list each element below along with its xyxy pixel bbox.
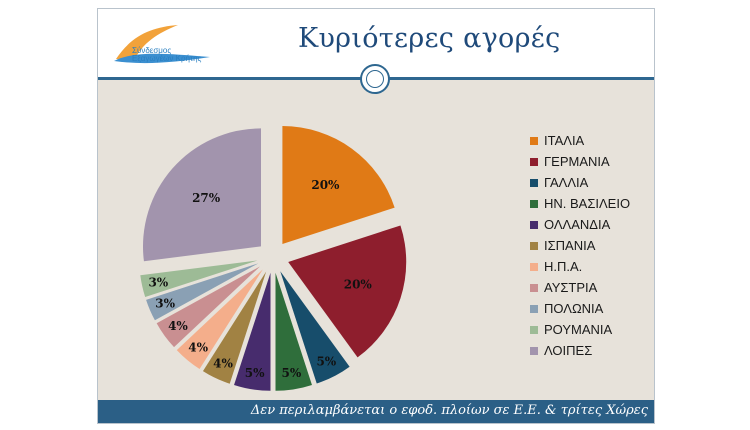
pie-slice-10 <box>142 128 261 262</box>
slice-data-label-10: 27% <box>192 191 221 205</box>
footer-bar: Δεν περιλαμβάνεται ο εφοδ. πλοίων σε Ε.Ε… <box>98 400 654 423</box>
pie-slice-8 <box>146 263 259 321</box>
legend-swatch <box>530 179 538 187</box>
pie-slice-4 <box>234 272 271 391</box>
legend-swatch <box>530 158 538 166</box>
pie-slice-6 <box>176 269 263 369</box>
legend-swatch <box>530 137 538 145</box>
pie-chart: 20%20%5%5%5%4%4%4%3%3%27% <box>140 126 407 391</box>
logo: Σύνδεσμος Εξαγωγέων Κρήτης <box>112 21 212 67</box>
legend-label: ΡΟΥΜΑΝΙΑ <box>544 322 613 337</box>
pie-slice-7 <box>156 266 261 348</box>
slice-data-label-7: 4% <box>168 319 188 333</box>
pie-slice-1 <box>288 225 407 358</box>
pie-slice-2 <box>280 271 350 384</box>
logo-wave-icon <box>114 25 210 64</box>
legend-swatch <box>530 200 538 208</box>
legend-label: ΗΝ. ΒΑΣΙΛΕΙΟ <box>544 196 631 211</box>
slice-data-label-1: 20% <box>344 278 373 292</box>
slice-data-label-8: 3% <box>155 297 175 311</box>
pie-slice-0 <box>282 126 395 245</box>
slide: Σύνδεσμος Εξαγωγέων Κρήτης Κυριότερες αγ… <box>97 8 655 424</box>
legend-swatch <box>530 284 538 292</box>
logo-text: Σύνδεσμος Εξαγωγέων Κρήτης <box>132 46 202 63</box>
legend-swatch <box>530 242 538 250</box>
slice-data-label-0: 20% <box>311 178 340 192</box>
slice-data-label-6: 4% <box>188 341 208 355</box>
slice-data-label-5: 4% <box>213 356 233 370</box>
legend-label: ΙΤΑΛΙΑ <box>544 133 585 148</box>
legend-swatch <box>530 347 538 355</box>
slice-data-label-4: 5% <box>245 366 265 380</box>
legend-swatch <box>530 263 538 271</box>
slice-data-label-2: 5% <box>316 355 336 369</box>
legend-swatch <box>530 221 538 229</box>
legend-label: ΠΟΛΩΝΙΑ <box>544 301 604 316</box>
legend-label: ΓΑΛΛΙΑ <box>544 175 589 190</box>
legend-label: ΙΣΠΑΝΙΑ <box>544 238 596 253</box>
legend-label: ΛΟΙΠΕΣ <box>544 343 593 358</box>
legend-swatch <box>530 326 538 334</box>
pie-slice-3 <box>275 272 312 391</box>
legend-swatch <box>530 305 538 313</box>
legend-label: Η.Π.Α. <box>544 259 583 274</box>
slice-data-label-3: 5% <box>281 366 301 380</box>
pie-slice-5 <box>202 271 267 384</box>
footer-note: Δεν περιλαμβάνεται ο εφοδ. πλοίων σε Ε.Ε… <box>250 403 648 418</box>
legend-label: ΑΥΣΤΡΙΑ <box>544 280 598 295</box>
ring-ornament-icon <box>360 64 390 94</box>
slide-title: Κυριότερες αγορές <box>298 23 561 54</box>
pie-slice-9 <box>140 260 258 297</box>
slice-data-label-9: 3% <box>148 276 168 290</box>
legend-label: ΟΛΛΑΝΔΙΑ <box>544 217 611 232</box>
legend-label: ΓΕΡΜΑΝΙΑ <box>544 154 610 169</box>
